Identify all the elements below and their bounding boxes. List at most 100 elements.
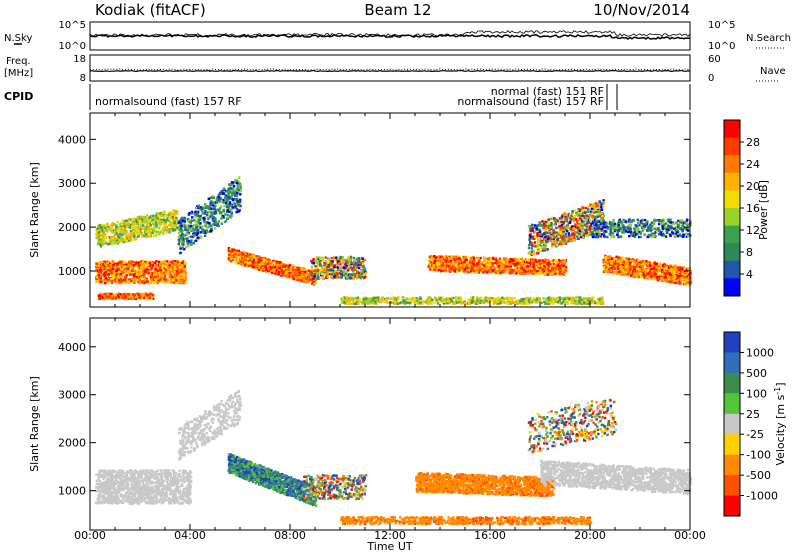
power-cell-866: [115, 273, 118, 276]
power-cell-58: [138, 269, 141, 272]
power-cell-1449: [154, 219, 157, 223]
power-cell-2266: [231, 191, 234, 194]
power-cell-2222: [231, 198, 235, 202]
power-cell-801: [97, 275, 101, 278]
power-cell-541: [110, 273, 113, 276]
power-cell-2160: [211, 204, 215, 207]
power-cell-1832: [229, 216, 232, 219]
power-cell-747: [142, 275, 145, 278]
power-cell-1498: [132, 224, 136, 228]
power-cell-1336: [143, 227, 146, 231]
power-cell-947: [162, 213, 165, 217]
power-cell-4217: [586, 297, 589, 300]
power-cell-1180: [103, 224, 106, 227]
power-cell-896: [177, 275, 180, 278]
power-cell-720: [103, 272, 106, 275]
power-cell-2264: [223, 187, 226, 190]
power-cell-729: [116, 268, 120, 271]
power-cell-1729: [114, 294, 118, 298]
power-cell-3488: [318, 264, 322, 267]
power-cell-751: [142, 266, 145, 269]
power-cell-1339: [111, 239, 115, 242]
power-cell-848: [106, 278, 109, 281]
power-cell-3072: [257, 255, 260, 259]
power-cell-1720: [133, 296, 136, 299]
power-cell-3362: [322, 256, 325, 259]
power-cell-2268: [196, 236, 199, 239]
power-cell-4262: [556, 298, 559, 301]
power-cell-645: [140, 262, 143, 265]
power-cell-4256: [393, 302, 396, 306]
power-cell-3144: [281, 265, 285, 268]
power-cell-3567: [343, 266, 346, 269]
power-cell-2190: [198, 215, 201, 218]
power-cell-1231: [146, 227, 150, 230]
power-cell-3017: [268, 260, 272, 263]
power-cell-860: [154, 278, 157, 281]
power-cell-760: [150, 278, 154, 281]
power-cell-1437: [156, 232, 159, 236]
power-cell-3886: [516, 302, 520, 305]
power-cell-478: [96, 271, 99, 274]
power-cell-1350: [159, 218, 162, 221]
cpid-segment-1: normalsound (fast) 157 RF: [95, 95, 242, 108]
power-cell-233: [125, 278, 129, 281]
power-cell-1448: [176, 226, 179, 229]
power-cell-3572: [316, 272, 319, 275]
power-cell-868: [116, 263, 119, 266]
power-cell-1722: [109, 297, 112, 300]
power-cell-3974: [469, 296, 473, 299]
power-cell-4274: [364, 300, 367, 303]
power-cell-735: [157, 269, 160, 272]
power-cell-3193: [230, 256, 233, 259]
power-cell-3124: [230, 259, 233, 263]
power-cell-477: [135, 264, 138, 268]
freq-unit-label: [MHz]: [4, 68, 33, 79]
power-cell-451: [143, 276, 146, 279]
power-cell-1494: [144, 233, 148, 236]
power-cell-4767: [524, 258, 527, 261]
power-cell-2232: [239, 188, 243, 191]
power-cell-128: [133, 265, 136, 268]
power-cell-897: [183, 261, 187, 265]
power-cell-1741: [141, 294, 145, 297]
power-cell-2250: [187, 244, 190, 248]
power-cell-780: [120, 275, 123, 278]
power-cell-4139: [382, 300, 386, 303]
power-cell-3562: [330, 276, 333, 279]
power-cell-55: [95, 266, 98, 269]
power-cell-769: [148, 260, 151, 264]
power-cell-1403: [146, 230, 149, 233]
power-cell-1445: [174, 218, 177, 221]
nsearch-label: N.Search: [746, 33, 791, 44]
power-cell-1987: [199, 231, 202, 234]
power-cell-518: [143, 269, 146, 272]
power-cell-1147: [146, 217, 149, 220]
power-cell-703: [105, 275, 109, 278]
power-cell-2219: [177, 232, 181, 235]
power-cell-325: [113, 271, 116, 275]
power-cell-1793: [103, 292, 107, 296]
power-cell-4888: [506, 258, 509, 261]
power-cell-628: [121, 260, 124, 263]
power-cell-3913: [361, 302, 364, 306]
power-cell-4255: [519, 299, 522, 303]
power-cell-1831: [238, 181, 241, 184]
power-cell-836: [103, 260, 106, 264]
power-cell-1194: [118, 240, 121, 243]
power-cell-3115: [295, 276, 298, 280]
power-cell-1301: [164, 219, 167, 222]
power-cell-3991: [497, 296, 500, 299]
power-cell-2298: [185, 224, 189, 227]
power-cell-3516: [335, 256, 338, 259]
power-cell-1797: [137, 296, 141, 299]
power-cell-2282: [197, 221, 200, 224]
power-cell-876: [135, 272, 139, 276]
power-cell-742: [120, 263, 123, 266]
power-cell-1018: [126, 239, 129, 242]
power-cell-1426: [132, 228, 135, 232]
beam-title: Beam 12: [364, 1, 431, 19]
power-cell-1761: [132, 297, 135, 300]
power-cell-1377: [95, 233, 98, 236]
power-cell-543: [133, 276, 136, 279]
